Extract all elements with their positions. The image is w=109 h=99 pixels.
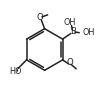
Text: OH: OH — [82, 28, 95, 37]
Text: O: O — [37, 13, 43, 22]
Text: O: O — [67, 58, 73, 67]
Text: OH: OH — [64, 19, 76, 27]
Text: HO: HO — [9, 67, 21, 76]
Text: B: B — [70, 27, 76, 36]
